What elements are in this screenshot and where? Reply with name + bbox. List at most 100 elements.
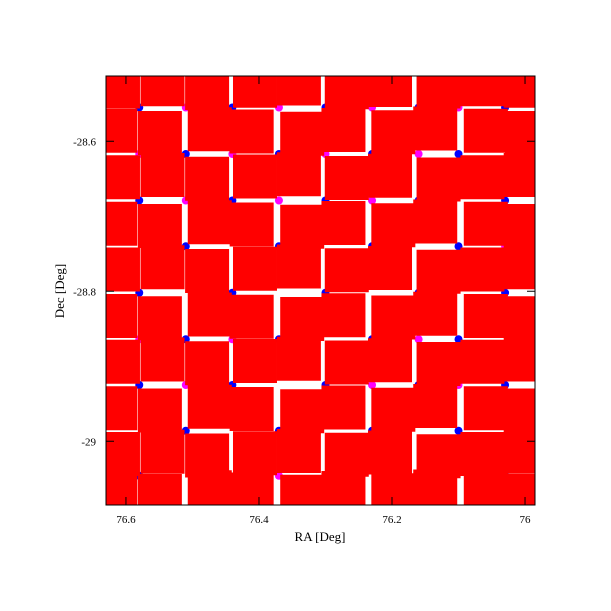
point [280,111,325,156]
point [276,152,321,197]
point [371,110,416,155]
point [413,469,458,505]
point [280,204,325,249]
point [324,432,369,477]
x-axis-label: RA [Deg] [295,529,346,544]
point [324,76,369,110]
point [460,247,505,292]
plot-frame [105,75,536,506]
point [460,155,505,200]
point [371,295,416,340]
point [185,76,230,110]
point [503,245,535,290]
point [368,76,413,107]
point [185,156,230,201]
point [232,246,277,291]
point [463,294,508,338]
point [321,385,366,430]
point [276,76,321,106]
point [324,340,369,385]
point [371,473,416,505]
point [368,153,413,198]
point [232,431,277,476]
point [368,430,413,475]
y-tick-label: -28.6 [73,136,96,148]
point [106,432,140,476]
point [371,203,416,248]
point [137,111,182,155]
point [106,108,138,153]
y-tick-label: -29 [81,436,96,448]
point [106,339,140,384]
point [276,429,321,473]
point [229,109,274,154]
point [280,474,325,505]
point [463,201,508,246]
point [185,433,230,478]
point [187,470,232,505]
point [106,155,140,200]
point [416,249,461,294]
point [232,154,277,199]
point [106,76,140,109]
point [505,388,535,433]
point [321,471,366,505]
point [413,199,458,244]
point [503,153,535,197]
point [140,429,185,474]
point [137,388,182,433]
point [505,204,535,248]
point [503,337,535,382]
point [416,342,461,386]
point [140,337,185,382]
point [185,249,230,293]
point [414,335,423,344]
point [187,107,232,152]
point [463,108,508,153]
point [106,386,138,431]
point [140,153,185,197]
point [368,381,377,389]
point [106,294,138,338]
point [321,293,366,338]
point [276,244,321,289]
x-tick-label: 76.2 [382,514,401,526]
point [140,76,185,107]
x-tick-label: 76.6 [116,514,136,526]
point [503,76,535,108]
point [232,76,277,108]
point [232,339,277,383]
point [229,202,274,247]
point [416,157,461,202]
point [413,106,458,151]
point [368,196,377,205]
point [371,387,416,432]
plot-area [106,76,535,505]
point [505,296,535,341]
x-tick-label: 76.4 [249,514,269,526]
point [280,389,325,434]
point [187,384,232,429]
point [324,248,369,293]
point [276,336,321,381]
point [187,292,232,337]
y-axis-label: Dec [Deg] [52,264,67,319]
point [280,297,325,341]
point [505,111,535,155]
point [106,247,140,292]
point [137,296,182,341]
y-tick-label: -28.8 [73,286,96,298]
point [229,387,274,431]
point [503,429,535,474]
point [460,432,505,476]
point [106,201,138,246]
point [505,474,535,505]
point [137,204,182,248]
point [463,471,508,505]
point [185,341,230,386]
point [140,245,185,290]
point [229,294,274,339]
point [187,200,232,245]
point [413,384,458,428]
